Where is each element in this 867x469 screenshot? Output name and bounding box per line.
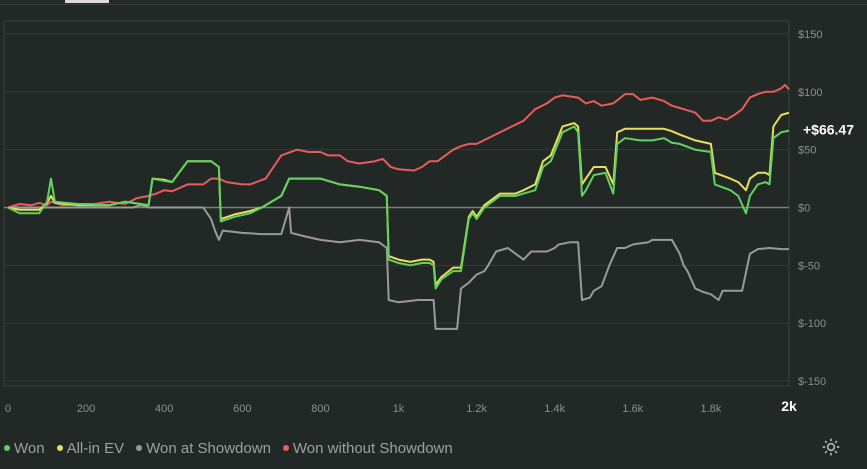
legend-label-all-in-ev: All-in EV xyxy=(66,439,125,457)
y-tick-label: $0 xyxy=(798,203,810,215)
gear-icon[interactable] xyxy=(821,437,841,457)
legend-item-all-in-ev[interactable]: All-in EV xyxy=(56,439,125,457)
x-tick-label: 0 xyxy=(5,403,11,415)
legend-label-won: Won xyxy=(14,439,45,457)
profit-chart: $150 $100 $50 $0 $-50 $-100 $-150 0 200 400 600 80… xyxy=(3,20,854,415)
x-tick-label: 600 xyxy=(233,403,251,415)
x-tick-label: 1.4k xyxy=(544,403,565,415)
series-lines xyxy=(7,83,790,330)
x-tick-label: 800 xyxy=(311,403,329,415)
series-line-won-at-showdown xyxy=(8,204,789,330)
legend-dot-all-in-ev xyxy=(56,445,63,451)
x-axis: 0 200 400 600 800 1k 1.2k 1.4k 1.6k 1.8k 2k xyxy=(5,398,797,415)
y-axis: $150 $100 $50 $0 $-50 $-100 $-150 xyxy=(798,29,826,388)
y-tick-label: $150 xyxy=(798,29,822,41)
x-tick-label: 1.8k xyxy=(701,403,722,415)
legend-item-won-at-showdown[interactable]: Won at Showdown xyxy=(136,440,271,457)
legend: Won All-in EV Won at Showdown Won withou… xyxy=(4,438,453,458)
x-tick-label: 1k xyxy=(393,403,405,415)
series-line-won-without-showdown xyxy=(7,83,790,209)
legend-dot-won xyxy=(4,445,10,451)
legend-dot-won-at-showdown xyxy=(136,445,143,451)
legend-item-won[interactable]: Won xyxy=(4,440,45,457)
active-tab-indicator[interactable] xyxy=(65,0,109,3)
grid-lines xyxy=(4,33,789,382)
x-tick-label: 1.6k xyxy=(622,403,643,415)
x-tick-label: 1.2k xyxy=(466,403,487,415)
legend-item-won-without-showdown[interactable]: Won without Showdown xyxy=(282,439,453,457)
x-tick-label: 400 xyxy=(155,403,173,415)
y-tick-label: $50 xyxy=(798,145,816,157)
legend-dot-won-without-showdown xyxy=(282,445,289,451)
y-tick-label: $-50 xyxy=(798,260,820,272)
end-value-label: +$66.47 xyxy=(803,122,854,138)
legend-label-won-without-showdown: Won without Showdown xyxy=(292,439,453,457)
y-tick-label: $-100 xyxy=(798,318,826,330)
legend-label-won-at-showdown: Won at Showdown xyxy=(146,439,271,457)
x-tick-label: 2k xyxy=(781,398,797,414)
y-tick-label: $100 xyxy=(798,87,822,99)
series-line-won xyxy=(7,125,790,290)
y-tick-label: $-150 xyxy=(798,376,826,388)
x-tick-label: 200 xyxy=(77,403,95,415)
top-tab-bar xyxy=(0,0,867,5)
